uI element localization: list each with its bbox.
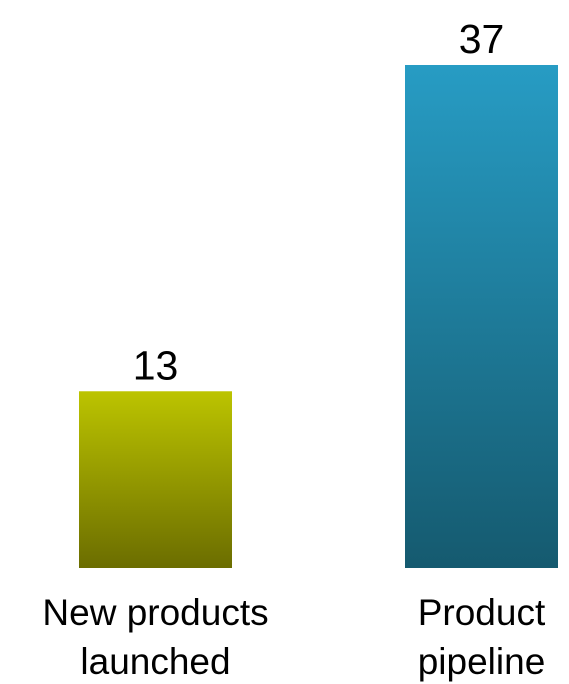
category-label-line: Product <box>418 592 546 633</box>
category-label-1: New products launched <box>42 592 268 682</box>
category-label-line: launched <box>80 641 230 682</box>
bar-2 <box>405 65 558 568</box>
labels-layer: 13 New products launched 37 Product pipeline <box>42 16 546 682</box>
bar-1 <box>79 391 232 568</box>
category-label-line: New products <box>42 592 268 633</box>
value-label-1: 13 <box>133 342 179 388</box>
value-label-2: 37 <box>459 16 505 62</box>
category-label-2: Product pipeline <box>418 592 546 682</box>
bars-layer <box>79 65 558 568</box>
category-label-line: pipeline <box>418 641 546 682</box>
